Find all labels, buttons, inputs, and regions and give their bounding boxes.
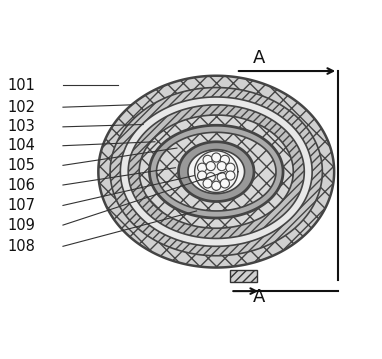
Text: 106: 106: [8, 177, 36, 192]
Circle shape: [220, 179, 230, 188]
Polygon shape: [178, 142, 254, 201]
Polygon shape: [98, 76, 334, 267]
Polygon shape: [149, 125, 283, 218]
Circle shape: [220, 155, 230, 164]
Text: 105: 105: [8, 158, 36, 173]
Circle shape: [203, 155, 212, 164]
Circle shape: [212, 181, 221, 190]
Polygon shape: [139, 115, 293, 228]
Text: 101: 101: [8, 78, 36, 93]
Polygon shape: [98, 76, 334, 267]
Polygon shape: [110, 88, 322, 256]
Circle shape: [197, 171, 207, 180]
Circle shape: [217, 173, 226, 182]
Text: 103: 103: [8, 119, 36, 134]
Circle shape: [206, 162, 215, 171]
Circle shape: [226, 163, 235, 172]
Circle shape: [212, 153, 221, 162]
Circle shape: [217, 162, 226, 171]
Polygon shape: [157, 132, 276, 211]
Circle shape: [226, 171, 235, 180]
Polygon shape: [230, 270, 257, 282]
Text: 102: 102: [8, 100, 36, 115]
Polygon shape: [120, 97, 312, 246]
Text: A: A: [253, 49, 265, 67]
Polygon shape: [188, 150, 244, 194]
Circle shape: [203, 179, 212, 188]
Text: 104: 104: [8, 138, 36, 153]
Text: A: A: [253, 288, 265, 306]
Text: 107: 107: [8, 198, 36, 213]
Text: 108: 108: [8, 239, 36, 254]
Text: 109: 109: [8, 218, 36, 233]
Polygon shape: [128, 105, 304, 238]
Circle shape: [206, 173, 215, 182]
Circle shape: [197, 163, 207, 172]
